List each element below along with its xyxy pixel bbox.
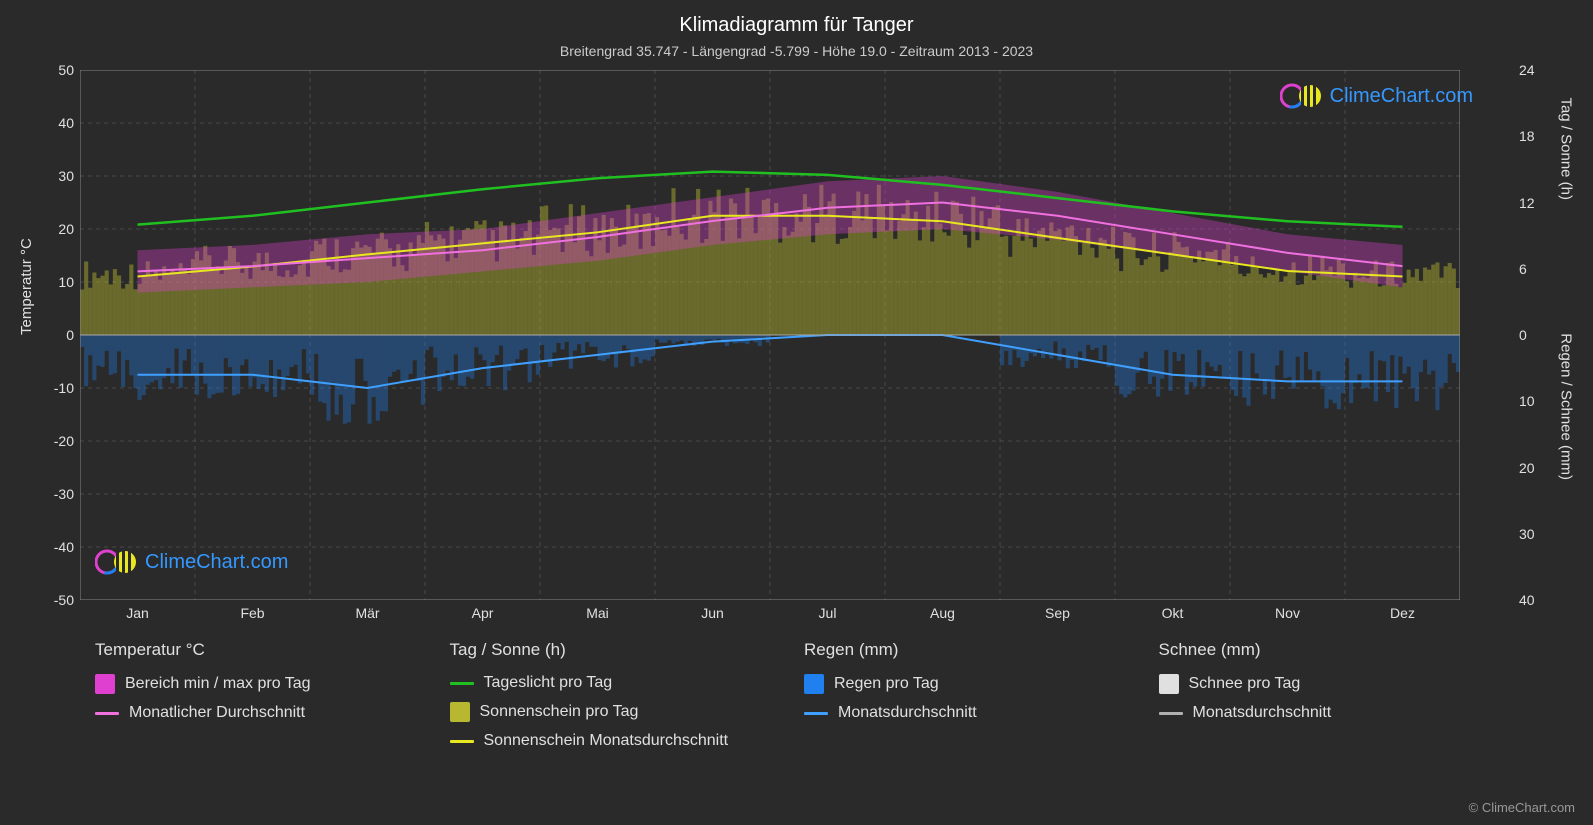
ytick-right: 10 [1519, 393, 1547, 409]
legend-label: Tageslicht pro Tag [484, 674, 613, 692]
ytick-right: 40 [1519, 592, 1547, 608]
axis-right-top-label: Tag / Sonne (h) [1558, 97, 1575, 200]
axis-left-label: Temperatur °C [18, 238, 35, 335]
legend-col-temperature: Temperatur °C Bereich min / max pro Tag M… [95, 640, 450, 760]
ytick-right: 0 [1519, 327, 1547, 343]
credit-label: © ClimeChart.com [1469, 800, 1575, 815]
xtick-month: Mai [586, 605, 609, 621]
xtick-month: Jul [819, 605, 837, 621]
legend-col-snow: Schnee (mm) Schnee pro Tag Monatsdurchsch… [1159, 640, 1514, 760]
chart-subtitle: Breitengrad 35.747 - Längengrad -5.799 -… [0, 37, 1593, 59]
legend-item: Monatlicher Durchschnitt [95, 704, 430, 722]
legend-item: Monatsdurchschnitt [804, 704, 1139, 722]
xtick-month: Sep [1045, 605, 1070, 621]
legend-item: Tageslicht pro Tag [450, 674, 785, 692]
legend-col-rain: Regen (mm) Regen pro Tag Monatsdurchschni… [804, 640, 1159, 760]
xtick-month: Apr [472, 605, 494, 621]
ytick-right: 12 [1519, 195, 1547, 211]
legend-swatch [1159, 712, 1183, 715]
ytick-left: 30 [46, 168, 74, 184]
legend-swatch [1159, 674, 1179, 694]
legend: Temperatur °C Bereich min / max pro Tag M… [95, 640, 1513, 760]
legend-heading: Tag / Sonne (h) [450, 640, 785, 660]
chart-title: Klimadiagramm für Tanger [0, 0, 1593, 37]
legend-label: Monatsdurchschnitt [1193, 704, 1332, 722]
ytick-left: 20 [46, 221, 74, 237]
legend-heading: Regen (mm) [804, 640, 1139, 660]
legend-swatch [450, 740, 474, 743]
watermark-top: ClimeChart.com [1280, 82, 1473, 110]
xtick-month: Okt [1162, 605, 1184, 621]
ytick-left: 50 [46, 62, 74, 78]
xtick-month: Aug [930, 605, 955, 621]
legend-label: Monatsdurchschnitt [838, 704, 977, 722]
ytick-right: 30 [1519, 526, 1547, 542]
legend-heading: Temperatur °C [95, 640, 430, 660]
axis-right-bot-label: Regen / Schnee (mm) [1558, 333, 1575, 480]
xtick-month: Jun [701, 605, 724, 621]
legend-heading: Schnee (mm) [1159, 640, 1494, 660]
legend-label: Sonnenschein Monatsdurchschnitt [484, 732, 729, 750]
ytick-left: -20 [46, 433, 74, 449]
legend-item: Regen pro Tag [804, 674, 1139, 694]
chart-plot-area [80, 70, 1460, 600]
legend-label: Schnee pro Tag [1189, 675, 1301, 693]
legend-item: Bereich min / max pro Tag [95, 674, 430, 694]
legend-swatch [95, 712, 119, 715]
watermark-label: ClimeChart.com [145, 551, 288, 574]
legend-label: Bereich min / max pro Tag [125, 675, 311, 693]
legend-swatch [804, 712, 828, 715]
legend-swatch [450, 702, 470, 722]
xtick-month: Mär [355, 605, 379, 621]
legend-col-daysun: Tag / Sonne (h) Tageslicht pro Tag Sonnen… [450, 640, 805, 760]
legend-swatch [450, 682, 474, 685]
legend-item: Sonnenschein Monatsdurchschnitt [450, 732, 785, 750]
chart-svg [80, 70, 1460, 600]
ytick-left: -50 [46, 592, 74, 608]
ytick-left: 40 [46, 115, 74, 131]
legend-item: Schnee pro Tag [1159, 674, 1494, 694]
xtick-month: Jan [126, 605, 149, 621]
xtick-month: Nov [1275, 605, 1300, 621]
legend-label: Regen pro Tag [834, 675, 939, 693]
legend-item: Sonnenschein pro Tag [450, 702, 785, 722]
ytick-left: -40 [46, 539, 74, 555]
xtick-month: Feb [240, 605, 264, 621]
xtick-month: Dez [1390, 605, 1415, 621]
legend-label: Sonnenschein pro Tag [480, 703, 639, 721]
watermark-label: ClimeChart.com [1330, 85, 1473, 108]
legend-label: Monatlicher Durchschnitt [129, 704, 305, 722]
legend-swatch [804, 674, 824, 694]
ytick-left: 0 [46, 327, 74, 343]
legend-item: Monatsdurchschnitt [1159, 704, 1494, 722]
ytick-right: 24 [1519, 62, 1547, 78]
ytick-right: 18 [1519, 128, 1547, 144]
ytick-left: -10 [46, 380, 74, 396]
watermark-bottom: ClimeChart.com [95, 548, 288, 576]
legend-swatch [95, 674, 115, 694]
ytick-left: -30 [46, 486, 74, 502]
ytick-right: 6 [1519, 261, 1547, 277]
ytick-right: 20 [1519, 460, 1547, 476]
ytick-left: 10 [46, 274, 74, 290]
